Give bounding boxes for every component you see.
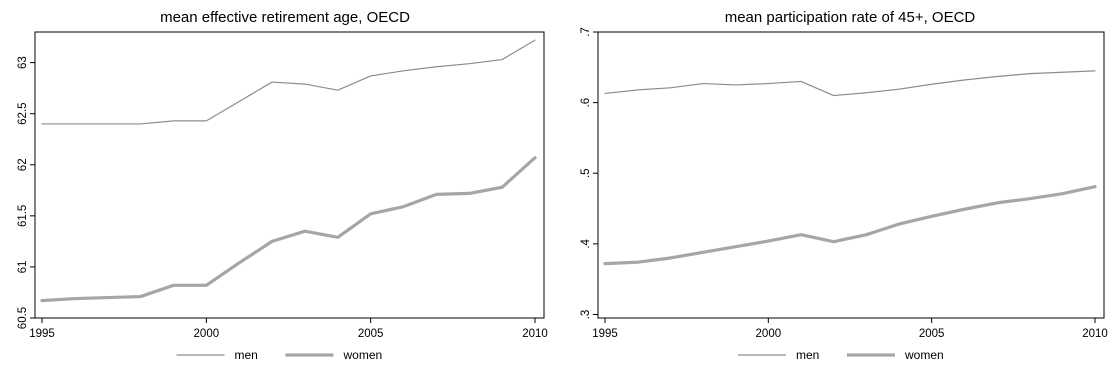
chart-participation-rate: mean participation rate of 45+, OECD .3 .4… bbox=[580, 9, 1108, 362]
y-tick-label: 60.5 bbox=[17, 307, 29, 329]
series-line-women bbox=[603, 185, 1097, 266]
y-tick-label: 62.5 bbox=[17, 103, 29, 125]
legend-label-men: men bbox=[235, 348, 258, 362]
chart-title: mean participation rate of 45+, OECD bbox=[725, 9, 976, 26]
series-line-men bbox=[41, 39, 536, 125]
x-tick-label: 2000 bbox=[756, 328, 782, 340]
y-tick-label: .6 bbox=[580, 98, 592, 108]
y-tick-label: .3 bbox=[580, 310, 592, 320]
x-tick-label: 2010 bbox=[522, 328, 548, 340]
series-line-women bbox=[40, 156, 537, 303]
y-tick-label: 61 bbox=[17, 261, 29, 274]
chart-retirement-age: mean effective retirement age, OECD 60.5 6… bbox=[17, 9, 548, 362]
y-tick-label: 62 bbox=[17, 158, 29, 171]
plot-frame bbox=[34, 31, 545, 319]
x-tick-label: 1995 bbox=[29, 328, 55, 340]
x-tick-label: 2005 bbox=[919, 328, 945, 340]
legend-label-women: women bbox=[343, 348, 383, 362]
y-tick-label: .5 bbox=[580, 168, 592, 178]
series-line-men bbox=[604, 70, 1096, 97]
y-tick-label: 63 bbox=[17, 56, 29, 69]
plot-frame bbox=[597, 31, 1105, 319]
y-tick-label: .4 bbox=[580, 238, 592, 248]
y-tick-label: 61.5 bbox=[17, 205, 29, 227]
chart-title: mean effective retirement age, OECD bbox=[160, 9, 410, 26]
legend-label-women: women bbox=[904, 348, 944, 362]
x-tick-label: 1995 bbox=[592, 328, 618, 340]
x-tick-label: 2010 bbox=[1082, 328, 1108, 340]
x-tick-label: 2000 bbox=[194, 328, 220, 340]
x-tick-label: 2005 bbox=[358, 328, 384, 340]
y-tick-label: .7 bbox=[580, 27, 592, 37]
legend-label-men: men bbox=[796, 348, 819, 362]
